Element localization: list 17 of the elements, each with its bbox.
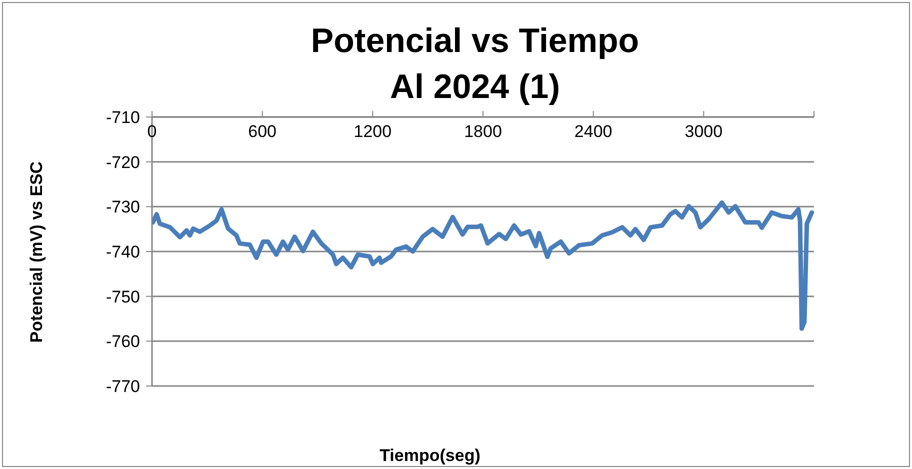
y-tick-label: -750: [106, 287, 140, 306]
chart-title: Potencial vs Tiempo: [310, 22, 640, 60]
x-tick-label: 2400: [574, 122, 612, 141]
x-tick-label: 1800: [464, 122, 502, 141]
y-tick-label: -710: [106, 108, 140, 127]
y-tick-label: -730: [106, 198, 140, 217]
x-axis-title: Tiempo(seg): [380, 446, 480, 465]
x-tick-label: 1200: [354, 122, 392, 141]
y-tick-label: -760: [106, 332, 140, 352]
x-tick-label: 3000: [684, 122, 723, 141]
x-tick-label: 600: [248, 122, 277, 141]
x-tick-label: 0: [147, 122, 157, 141]
y-tick-label: -740: [106, 242, 140, 262]
y-axis-title: Potencial (mV) vs ESC: [27, 161, 46, 343]
chart-subtitle: Al 2024 (1): [390, 68, 560, 106]
y-tick-label: -720: [106, 152, 140, 172]
y-tick-label: -770: [106, 377, 140, 396]
